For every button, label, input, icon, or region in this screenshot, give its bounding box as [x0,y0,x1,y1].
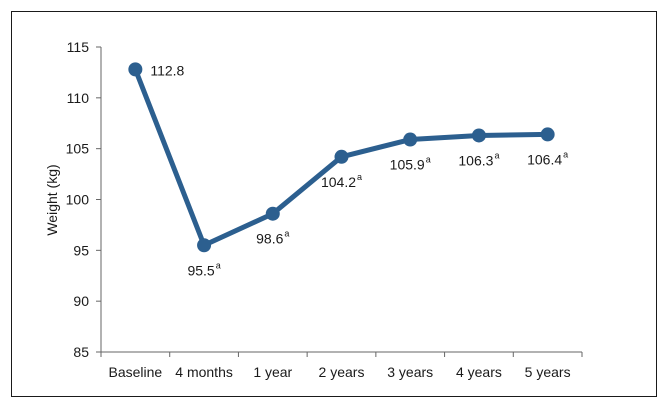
y-tick-label: 90 [73,293,89,309]
chart-frame [11,11,657,397]
data-point [334,149,349,164]
data-point [403,132,418,147]
y-tick-label: 100 [66,192,90,208]
y-tick-label: 85 [73,344,89,360]
x-tick-label: 3 years [387,364,433,380]
data-label: 105.9a [390,155,431,173]
data-labels: 112.8 95.5a 98.6a 104.2a 105.9a 106.3a 106.4a [150,62,568,278]
y-tick-label: 110 [67,90,90,106]
y-tick-label: 105 [66,141,90,157]
y-axis-title: Weight (kg) [44,164,60,235]
x-tick-label: 1 year [253,364,292,380]
data-label: 106.4a [527,149,568,167]
data-label: 95.5a [187,260,220,278]
data-point [128,62,143,77]
data-point [540,127,555,142]
data-point [265,206,280,221]
y-tick-label: 115 [67,39,90,55]
data-label: 112.8 [150,62,184,78]
data-point [197,238,212,253]
x-tick-label: 4 years [456,364,502,380]
data-label: 98.6a [256,229,289,247]
x-tick-label: Baseline [109,364,163,380]
x-tick-label: 2 years [319,364,365,380]
marks [128,62,555,253]
data-label: 104.2a [321,172,362,190]
axes: 85 90 95 100 105 110 115 Baseline 4 months 1 year… [66,39,583,380]
x-tick-label: 4 months [175,364,233,380]
x-tick-label: 5 years [525,364,571,380]
data-label: 106.3a [458,150,499,168]
y-tick-label: 95 [73,242,89,258]
data-point [471,128,486,143]
